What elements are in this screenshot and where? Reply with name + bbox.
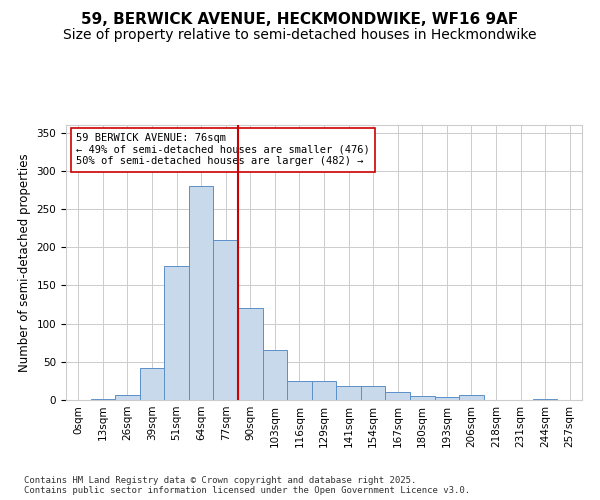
Bar (336, 386, 361, 400)
Text: Size of property relative to semi-detached houses in Heckmondwike: Size of property relative to semi-detach… (63, 28, 537, 42)
Bar (361, 386, 385, 400)
Bar (91, 399, 115, 400)
Text: 59 BERWICK AVENUE: 76sqm
← 49% of semi-detached houses are smaller (476)
50% of : 59 BERWICK AVENUE: 76sqm ← 49% of semi-d… (76, 133, 370, 166)
Y-axis label: Number of semi-detached properties: Number of semi-detached properties (18, 153, 31, 372)
Bar (140, 368, 164, 400)
Bar (459, 396, 484, 400)
Text: Contains HM Land Registry data © Crown copyright and database right 2025.
Contai: Contains HM Land Registry data © Crown c… (24, 476, 470, 495)
Bar (214, 240, 238, 400)
Text: 59, BERWICK AVENUE, HECKMONDWIKE, WF16 9AF: 59, BERWICK AVENUE, HECKMONDWIKE, WF16 9… (82, 12, 518, 28)
Bar (189, 186, 214, 400)
Bar (287, 381, 312, 400)
Bar (312, 381, 336, 400)
Bar (164, 266, 189, 400)
Bar (410, 396, 434, 400)
Bar (385, 392, 410, 400)
Bar (434, 397, 459, 400)
Bar (533, 399, 557, 400)
Bar (238, 308, 263, 400)
Bar (115, 396, 140, 400)
Bar (263, 350, 287, 400)
